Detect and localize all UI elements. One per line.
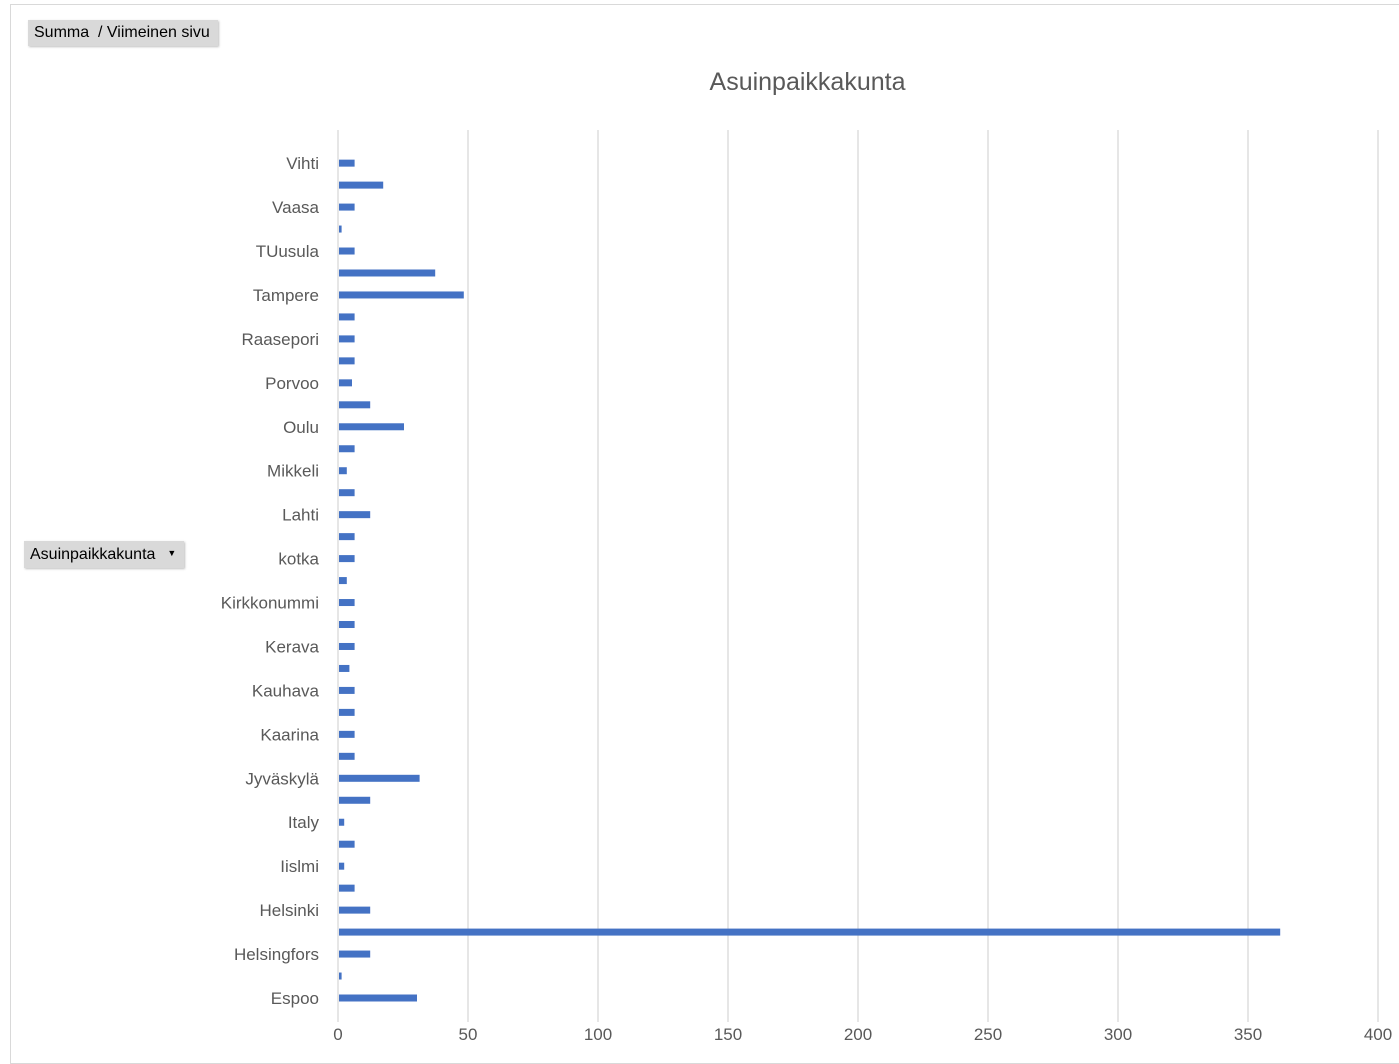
y-tick-label: Raasepori (242, 330, 320, 349)
x-tick-label: 100 (584, 1025, 612, 1044)
y-tick-label: Kirkkonummi (221, 594, 319, 613)
y-tick-label: Mikkeli (267, 462, 319, 481)
chart-area (10, 4, 1399, 1064)
bar (339, 752, 355, 760)
bar (339, 774, 420, 782)
bar (339, 906, 371, 914)
y-tick-label: Oulu (283, 418, 319, 437)
x-tick-label: 200 (844, 1025, 872, 1044)
y-tick-label: Espoo (271, 989, 319, 1008)
y-tick-label: Italy (288, 813, 320, 832)
x-tick-label: 0 (333, 1025, 342, 1044)
bar (339, 884, 355, 892)
x-tick-label: 150 (714, 1025, 742, 1044)
bar (339, 335, 355, 343)
bar (339, 511, 371, 519)
bar (339, 445, 355, 453)
bars (339, 159, 1281, 1002)
bar (339, 621, 355, 629)
x-tick-label: 50 (459, 1025, 478, 1044)
bar (339, 379, 352, 387)
chart-title: Asuinpaikkakunta (709, 68, 906, 96)
value-axis: 0 50 100 150 200 250 300 350 400 (333, 1025, 1392, 1044)
row-field-button[interactable]: Asuinpaikkakunta ▼ (24, 541, 185, 568)
y-tick-label: Kerava (265, 637, 319, 656)
bar (339, 291, 464, 299)
bar (339, 686, 355, 694)
bar (339, 972, 342, 980)
bar (339, 533, 355, 541)
bar (339, 467, 347, 475)
bar (339, 401, 371, 409)
y-tick-label: kotka (278, 550, 319, 569)
y-tick-label: Helsinki (259, 901, 319, 920)
bar (339, 708, 355, 716)
y-tick-label: Porvoo (265, 374, 319, 393)
y-tick-label: TUusula (256, 242, 320, 261)
bar (339, 203, 355, 211)
bar (339, 181, 384, 189)
bar (339, 664, 350, 672)
bar (339, 423, 404, 431)
bar (339, 642, 355, 650)
y-tick-label: Tampere (253, 286, 319, 305)
bar (339, 247, 355, 255)
bar (339, 599, 355, 607)
value-field-label: Summa / Viimeinen sivu (34, 24, 210, 41)
y-tick-label: Lahti (282, 506, 319, 525)
bar (339, 555, 355, 563)
x-tick-label: 350 (1234, 1025, 1262, 1044)
gridlines (337, 130, 1379, 1022)
bar (339, 950, 371, 958)
category-axis: Espoo Helsingfors Helsinki Iislmi Italy Jyväs… (221, 154, 320, 1008)
bar (339, 796, 371, 804)
y-tick-label: Helsingfors (234, 945, 319, 964)
bar (339, 489, 355, 497)
bar (339, 994, 417, 1002)
y-tick-label: Kaarina (260, 725, 319, 744)
y-tick-label: Vihti (286, 154, 319, 173)
bar (339, 313, 355, 321)
bar (339, 269, 436, 277)
bar (339, 730, 355, 738)
bar (339, 818, 345, 826)
x-tick-label: 250 (974, 1025, 1002, 1044)
x-tick-label: 400 (1364, 1025, 1392, 1044)
chevron-down-icon[interactable]: ▼ (167, 548, 177, 559)
y-tick-label: Kauhava (252, 681, 320, 700)
bar (339, 928, 1281, 936)
bar (339, 225, 342, 233)
bar (339, 357, 355, 365)
x-tick-label: 300 (1104, 1025, 1132, 1044)
bar (339, 862, 345, 870)
bar (339, 577, 347, 585)
bar (339, 159, 355, 167)
y-tick-label: Jyväskylä (245, 769, 319, 788)
y-tick-label: Vaasa (272, 198, 319, 217)
bar (339, 840, 355, 848)
y-tick-label: Iislmi (280, 857, 319, 876)
row-field-label: Asuinpaikkakunta (30, 546, 156, 563)
value-field-button[interactable]: Summa / Viimeinen sivu (28, 20, 218, 46)
